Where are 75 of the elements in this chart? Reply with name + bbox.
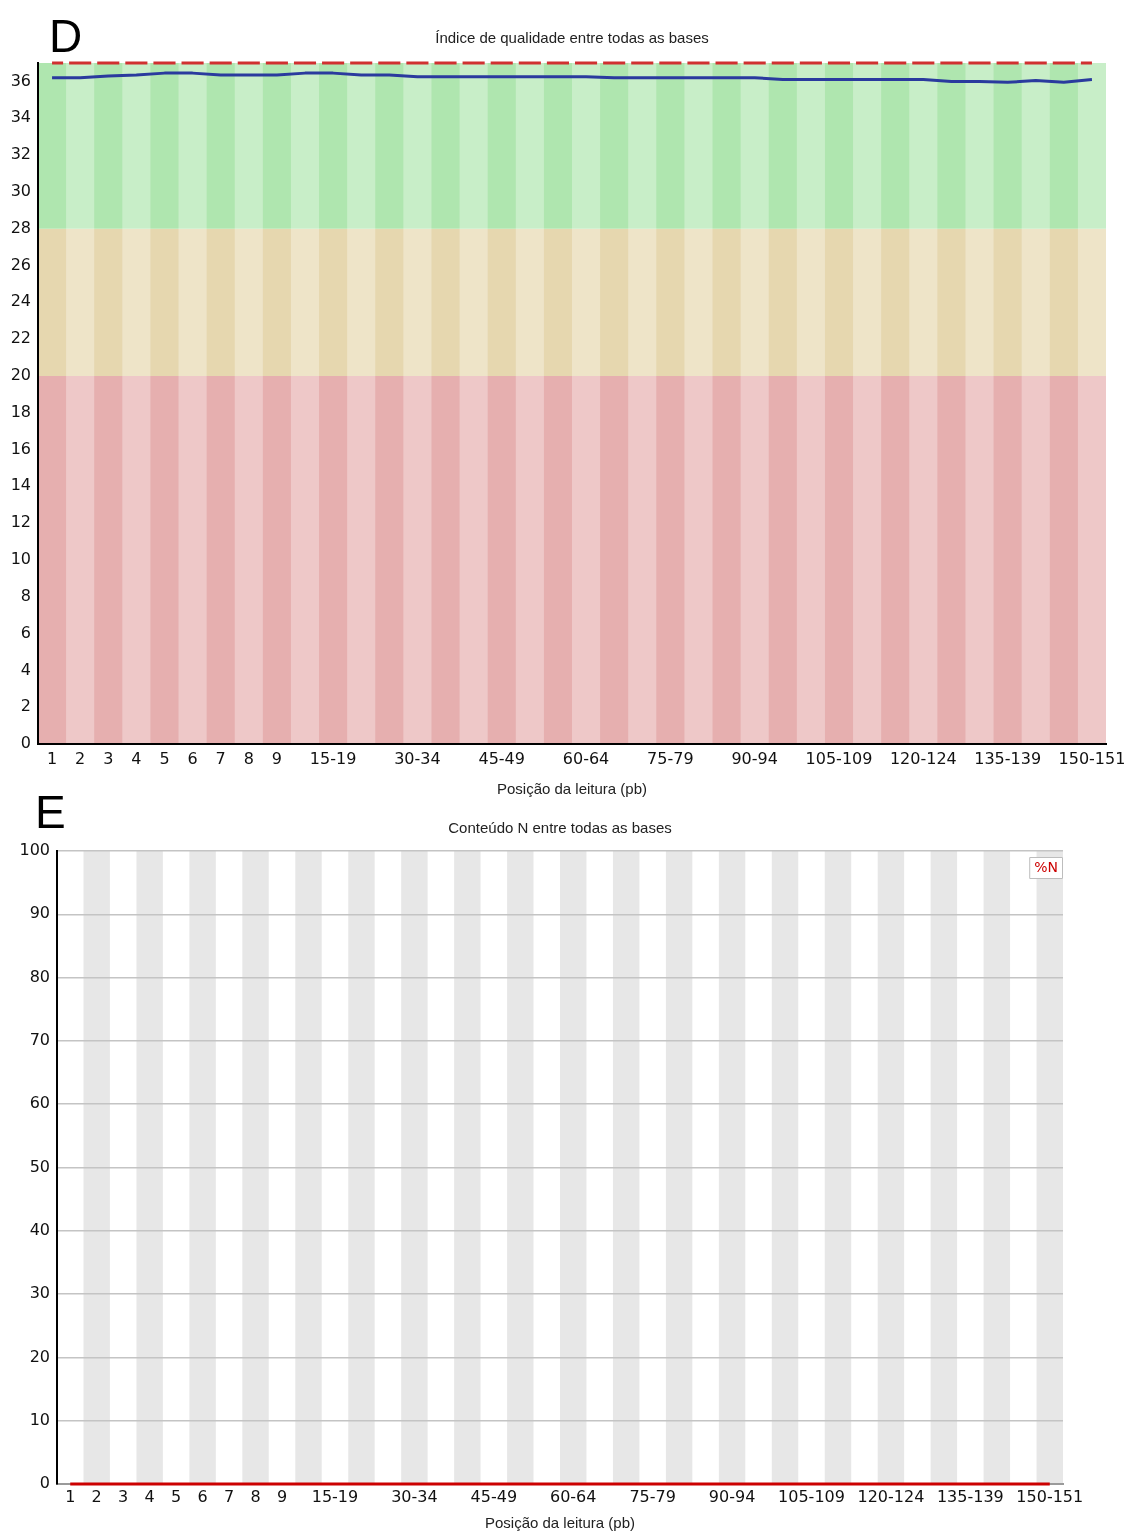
x-tick-label: 7 [223,1486,235,1506]
y-tick-label: 12 [10,512,31,532]
x-axis-title: Posição da leitura (pb) [496,780,648,798]
chart-title: Conteúdo N entre todas as bases [448,819,672,837]
x-axis-title: Posição da leitura (pb) [484,1514,636,1532]
x-tick-label: 150-151 [1016,1486,1084,1506]
text: %N [1034,858,1059,875]
x-tick-label: 150-151 [1058,748,1126,768]
y-tick-label: 36 [10,70,31,90]
y-tick-label: 10 [29,1409,50,1429]
x-tick-label: 1 [46,748,58,768]
x-tick-label: 60-64 [549,1486,597,1506]
y-tick-label: 0 [39,1473,50,1493]
chart-title: Índice de qualidade entre todas as bases [435,29,709,47]
y-tick-label: 50 [29,1156,50,1176]
y-tick-label: 4 [20,659,31,679]
x-tick-label: 135-139 [974,748,1042,768]
x-tick-label: 4 [131,748,142,768]
x-tick-label: 15-19 [311,1486,359,1506]
x-tick-label: 90-94 [708,1486,756,1506]
y-tick-label: 30 [10,180,31,200]
y-tick-label: 28 [10,217,31,237]
x-tick-label: 2 [75,748,86,768]
x-tick-label: 8 [250,1486,261,1506]
x-tick-label: 9 [276,1486,288,1506]
y-tick-label: 10 [10,549,31,569]
x-tick-label: 6 [187,748,198,768]
x-tick-label: 120-124 [857,1486,925,1506]
x-tick-label: 105-109 [778,1486,845,1506]
y-tick-label: 30 [29,1283,50,1303]
y-tick-label: 0 [20,733,31,753]
y-tick-label: 26 [10,254,31,274]
x-tick-label: 3 [103,748,114,768]
text: E [35,786,66,838]
x-tick-label: 5 [159,748,170,768]
x-tick-label: 60-64 [562,748,610,768]
y-tick-label: 14 [10,475,31,495]
x-tick-label: 3 [118,1486,129,1506]
x-tick-label: 45-49 [478,748,525,768]
y-tick-label: 22 [10,328,31,348]
y-tick-label: 90 [29,903,50,923]
x-tick-label: 8 [243,748,254,768]
x-tick-label: 15-19 [309,748,357,768]
x-tick-label: 45-49 [470,1486,518,1506]
x-tick-label: 4 [144,1486,155,1506]
y-tick-label: 34 [10,107,31,127]
x-tick-label: 5 [171,1486,182,1506]
y-tick-label: 2 [20,696,31,716]
x-tick-label: 75-79 [629,1486,676,1506]
y-tick-label: 18 [10,401,31,421]
x-tick-label: 30-34 [394,748,441,768]
x-tick-label: 120-124 [889,748,957,768]
y-tick-label: 100 [19,840,50,860]
y-tick-label: 16 [10,438,31,458]
y-tick-label: 20 [29,1346,50,1366]
x-tick-label: 90-94 [731,748,778,768]
y-tick-label: 6 [20,622,31,642]
y-tick-label: 80 [29,966,50,986]
y-tick-label: 20 [10,365,31,385]
x-tick-label: 135-139 [936,1486,1004,1506]
x-tick-label: 7 [215,748,226,768]
y-tick-label: 70 [29,1030,50,1050]
x-tick-label: 30-34 [391,1486,438,1506]
x-tick-label: 6 [197,1486,208,1506]
annotation: D [49,10,83,62]
y-tick-label: 32 [10,144,31,164]
x-tick-label: 9 [271,748,282,768]
x-tick-label: 105-109 [805,748,873,768]
x-tick-label: 1 [65,1486,76,1506]
y-tick-label: 8 [20,585,31,605]
y-tick-label: 60 [29,1093,50,1113]
y-tick-label: 40 [29,1219,50,1239]
y-tick-label: 24 [10,291,31,311]
x-tick-label: 2 [91,1486,102,1506]
x-tick-label: 75-79 [647,748,694,768]
